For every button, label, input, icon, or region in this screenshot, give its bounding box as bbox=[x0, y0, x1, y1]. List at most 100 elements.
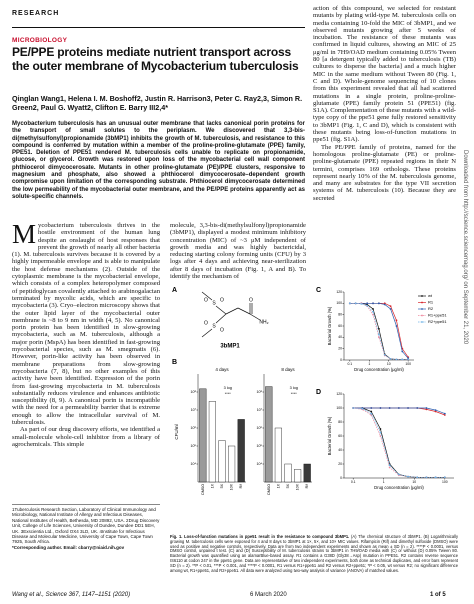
y-tick-label: 120 bbox=[336, 392, 342, 396]
panel-label: D bbox=[316, 389, 321, 396]
atom: O bbox=[204, 320, 208, 326]
data-point bbox=[388, 407, 391, 409]
data-point bbox=[407, 475, 409, 478]
data-point bbox=[425, 476, 428, 479]
y-tick-label: 40 bbox=[338, 448, 342, 452]
legend-label: R2 bbox=[428, 306, 434, 311]
data-point bbox=[434, 476, 437, 479]
bar bbox=[237, 419, 245, 483]
y-tick-label: 10⁵ bbox=[257, 444, 263, 448]
annotation: 3 log bbox=[224, 386, 232, 390]
data-point bbox=[416, 407, 419, 409]
abstract: Mycobacterium tuberculosis has an unusua… bbox=[12, 121, 305, 200]
y-tick-label: 10⁴ bbox=[190, 462, 196, 466]
legend-marker bbox=[421, 301, 423, 304]
data-point bbox=[377, 336, 380, 339]
data-point bbox=[348, 302, 351, 305]
series-line bbox=[349, 302, 409, 360]
legend-label: R1 bbox=[428, 300, 434, 305]
data-point bbox=[383, 354, 386, 356]
affiliation-text: 1Tuberculosis Research Section, Laborato… bbox=[12, 507, 160, 545]
data-point bbox=[443, 412, 446, 415]
data-point bbox=[372, 310, 374, 313]
legend-label: wt bbox=[428, 293, 433, 298]
data-point bbox=[388, 466, 391, 469]
bar bbox=[294, 469, 302, 483]
bar bbox=[208, 401, 216, 483]
panel-label: A bbox=[172, 287, 177, 294]
data-point bbox=[434, 410, 437, 413]
x-tick-label: Rif bbox=[239, 484, 243, 488]
y-tick-label: 20 bbox=[338, 347, 342, 351]
data-point bbox=[395, 325, 398, 327]
data-point bbox=[360, 303, 363, 305]
data-point bbox=[407, 407, 409, 409]
y-tick-label: 120 bbox=[336, 290, 342, 294]
legend-label: R2+ppe51 bbox=[428, 319, 447, 324]
legend-marker bbox=[421, 295, 423, 297]
data-point bbox=[395, 358, 398, 361]
annotation: **** bbox=[225, 392, 231, 396]
legend-marker bbox=[421, 321, 423, 323]
x-tick-label: DMSO bbox=[267, 484, 271, 495]
x-tick-label: DMSO bbox=[201, 484, 205, 495]
data-point bbox=[352, 407, 355, 409]
atom: O bbox=[220, 327, 224, 333]
atom: O bbox=[204, 297, 208, 303]
data-point bbox=[370, 407, 373, 409]
data-point bbox=[425, 407, 428, 409]
structure-bonds bbox=[201, 291, 261, 338]
download-notice: Downloaded from http://science.sciencema… bbox=[462, 150, 468, 345]
series-line bbox=[349, 302, 409, 360]
y-tick-label: 10⁶ bbox=[257, 426, 263, 430]
y-tick-label: 10⁸ bbox=[190, 390, 196, 394]
panel-label: B bbox=[172, 359, 177, 366]
y-tick-label: 10⁷ bbox=[191, 408, 197, 412]
y-tick-label: 80 bbox=[338, 420, 342, 424]
y-tick-label: 100 bbox=[336, 406, 342, 410]
paragraph: ycobacterium tuberculosis thrives in the… bbox=[12, 222, 160, 427]
x-tick-label: 1 bbox=[383, 480, 385, 484]
data-point bbox=[372, 302, 374, 305]
paragraph: molecule, 3,3-bis-di(methylsulfonyl)prop… bbox=[170, 222, 306, 281]
y-tick-label: 60 bbox=[338, 324, 342, 328]
data-point bbox=[361, 407, 364, 410]
caption-title: Fig. 1. Loss-of-function mutations in pp… bbox=[170, 534, 350, 539]
x-tick-label: Rif bbox=[305, 484, 309, 488]
axis-label: Bacterial Growth (%) bbox=[327, 416, 332, 455]
legend-marker bbox=[421, 308, 423, 310]
data-point bbox=[366, 304, 369, 307]
section-label: RESEARCH bbox=[12, 10, 60, 17]
series-line bbox=[353, 407, 445, 478]
column-2: molecule, 3,3-bis-di(methylsulfonyl)prop… bbox=[170, 222, 306, 280]
category: MICROBIOLOGY bbox=[12, 37, 68, 44]
data-point bbox=[354, 302, 357, 305]
x-tick-label: 100 bbox=[405, 362, 411, 366]
axis-label: Bacterial Growth (%) bbox=[327, 306, 332, 345]
footer-date: 6 March 2020 bbox=[250, 592, 287, 598]
data-point bbox=[407, 358, 410, 361]
atom: S bbox=[212, 323, 216, 329]
axis-label: Drug concentration (μg/ml) bbox=[354, 367, 404, 372]
series-line bbox=[353, 407, 445, 478]
data-point bbox=[372, 308, 374, 310]
data-point bbox=[388, 464, 391, 467]
atom: O bbox=[249, 297, 253, 303]
bar bbox=[218, 440, 226, 483]
caption-text: (A) The chemical structure of 3bMP1. (B)… bbox=[170, 534, 458, 573]
annotation: 3 log bbox=[290, 386, 298, 390]
footnote-rule bbox=[12, 504, 160, 505]
title: PE/PPE proteins mediate nutrient transpo… bbox=[12, 45, 299, 73]
figure-1: A O S O O S O O NH₂ 3bMP1 B CFU/ml 10⁴ 10⁵… bbox=[172, 287, 454, 495]
x-tick-label: 5X bbox=[286, 483, 290, 488]
x-tick-label: 10 bbox=[387, 362, 391, 366]
y-tick-label: 10⁵ bbox=[191, 444, 197, 448]
annotation: **** bbox=[291, 392, 297, 396]
y-tick-label: 10⁷ bbox=[257, 408, 263, 412]
paragraph: action of this compound, we selected for… bbox=[313, 5, 456, 144]
x-tick-label: 5X bbox=[220, 483, 224, 488]
legend-marker bbox=[421, 314, 423, 317]
authors: Qinglan Wang1, Helena I. M. Boshoff2, Ju… bbox=[12, 94, 303, 112]
bar bbox=[284, 463, 292, 483]
